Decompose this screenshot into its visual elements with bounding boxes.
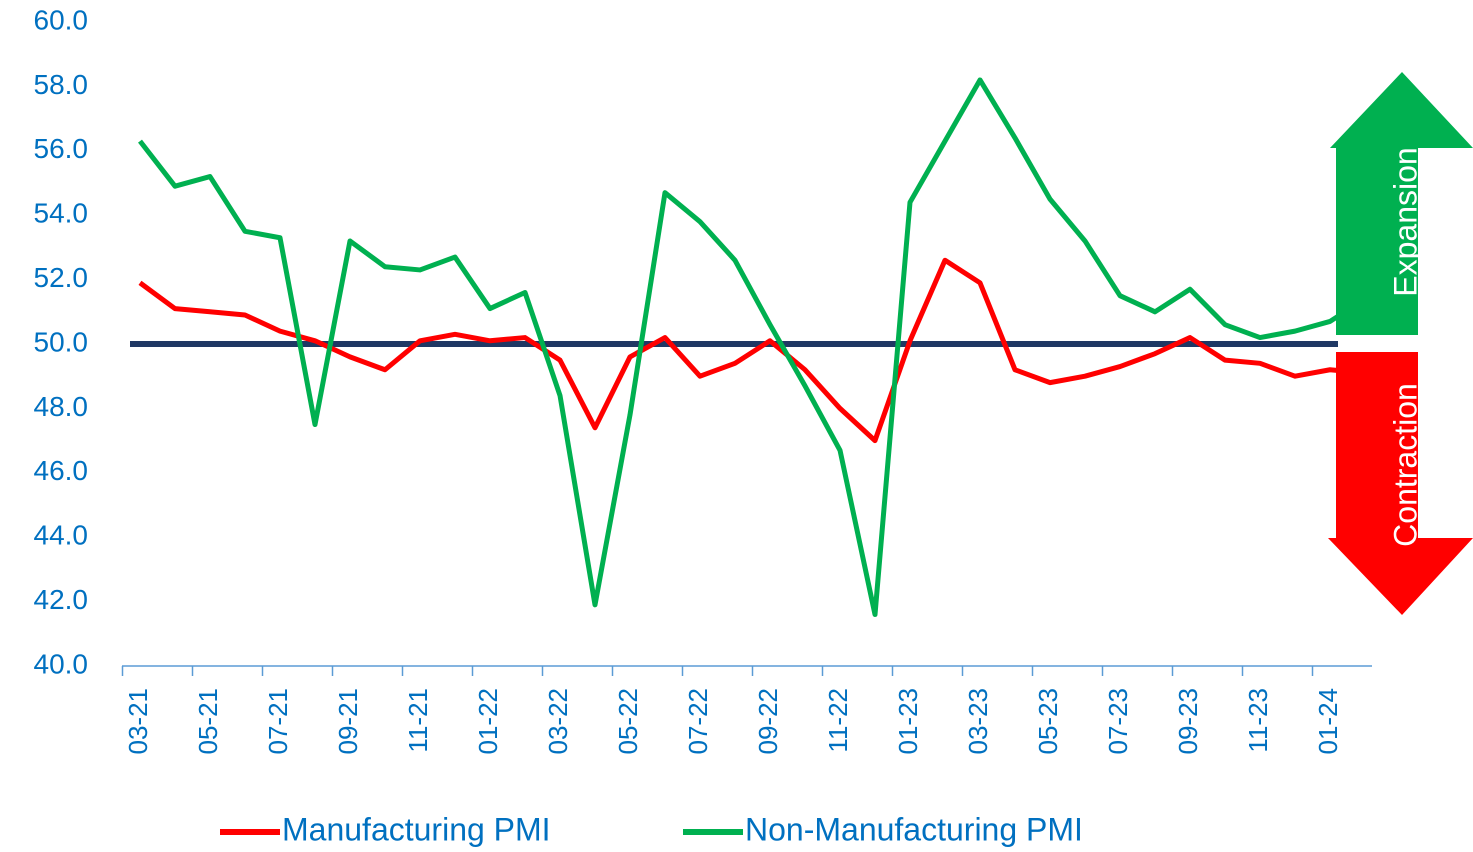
- y-tick-label: 40.0: [34, 648, 89, 679]
- x-tick-label: 07-21: [263, 688, 293, 755]
- y-tick-label: 52.0: [34, 262, 89, 293]
- annotation: Expansion: [1387, 147, 1423, 296]
- x-tick-label: 05-21: [193, 688, 223, 755]
- x-tick-label: 05-22: [613, 688, 643, 755]
- x-tick-label: 07-23: [1103, 688, 1133, 755]
- x-tick-label: 03-21: [123, 688, 153, 755]
- x-tick-label: 09-23: [1173, 688, 1203, 755]
- y-tick-label: 50.0: [34, 326, 89, 357]
- arrow-down: [1328, 352, 1473, 615]
- x-tick-label: 03-22: [543, 688, 573, 755]
- legend-label: Manufacturing PMI: [282, 811, 551, 847]
- y-tick-label: 42.0: [34, 584, 89, 615]
- x-tick-label: 09-21: [333, 688, 363, 755]
- expansion-arrow: Expansion: [1330, 72, 1473, 335]
- annotation: Contraction: [1387, 383, 1423, 547]
- x-tick-label: 11-21: [403, 688, 433, 753]
- y-tick-label: 56.0: [34, 133, 89, 164]
- x-tick-label: 01-23: [893, 688, 923, 755]
- series-line: [138, 77, 1367, 617]
- contraction-arrow: Contraction: [1328, 352, 1473, 615]
- x-tick-label: 11-23: [1243, 688, 1273, 753]
- x-tick-label: 11-22: [823, 688, 853, 753]
- x-tick-label: 09-22: [753, 688, 783, 755]
- x-tick-label: 03-23: [963, 688, 993, 755]
- legend-label: Non-Manufacturing PMI: [745, 811, 1083, 847]
- y-tick-label: 44.0: [34, 520, 89, 551]
- y-tick-label: 46.0: [34, 455, 89, 486]
- y-tick-label: 60.0: [34, 4, 89, 35]
- y-tick-label: 54.0: [34, 198, 89, 229]
- y-tick-label: 58.0: [34, 69, 89, 100]
- series-line: [138, 257, 1366, 444]
- x-tick-label: 05-23: [1033, 688, 1063, 755]
- x-tick-label: 01-24: [1313, 688, 1343, 755]
- arrow-up: [1330, 72, 1473, 335]
- x-tick-label: 01-22: [473, 688, 503, 755]
- x-tick-label: 07-22: [683, 688, 713, 755]
- y-tick-label: 48.0: [34, 391, 89, 422]
